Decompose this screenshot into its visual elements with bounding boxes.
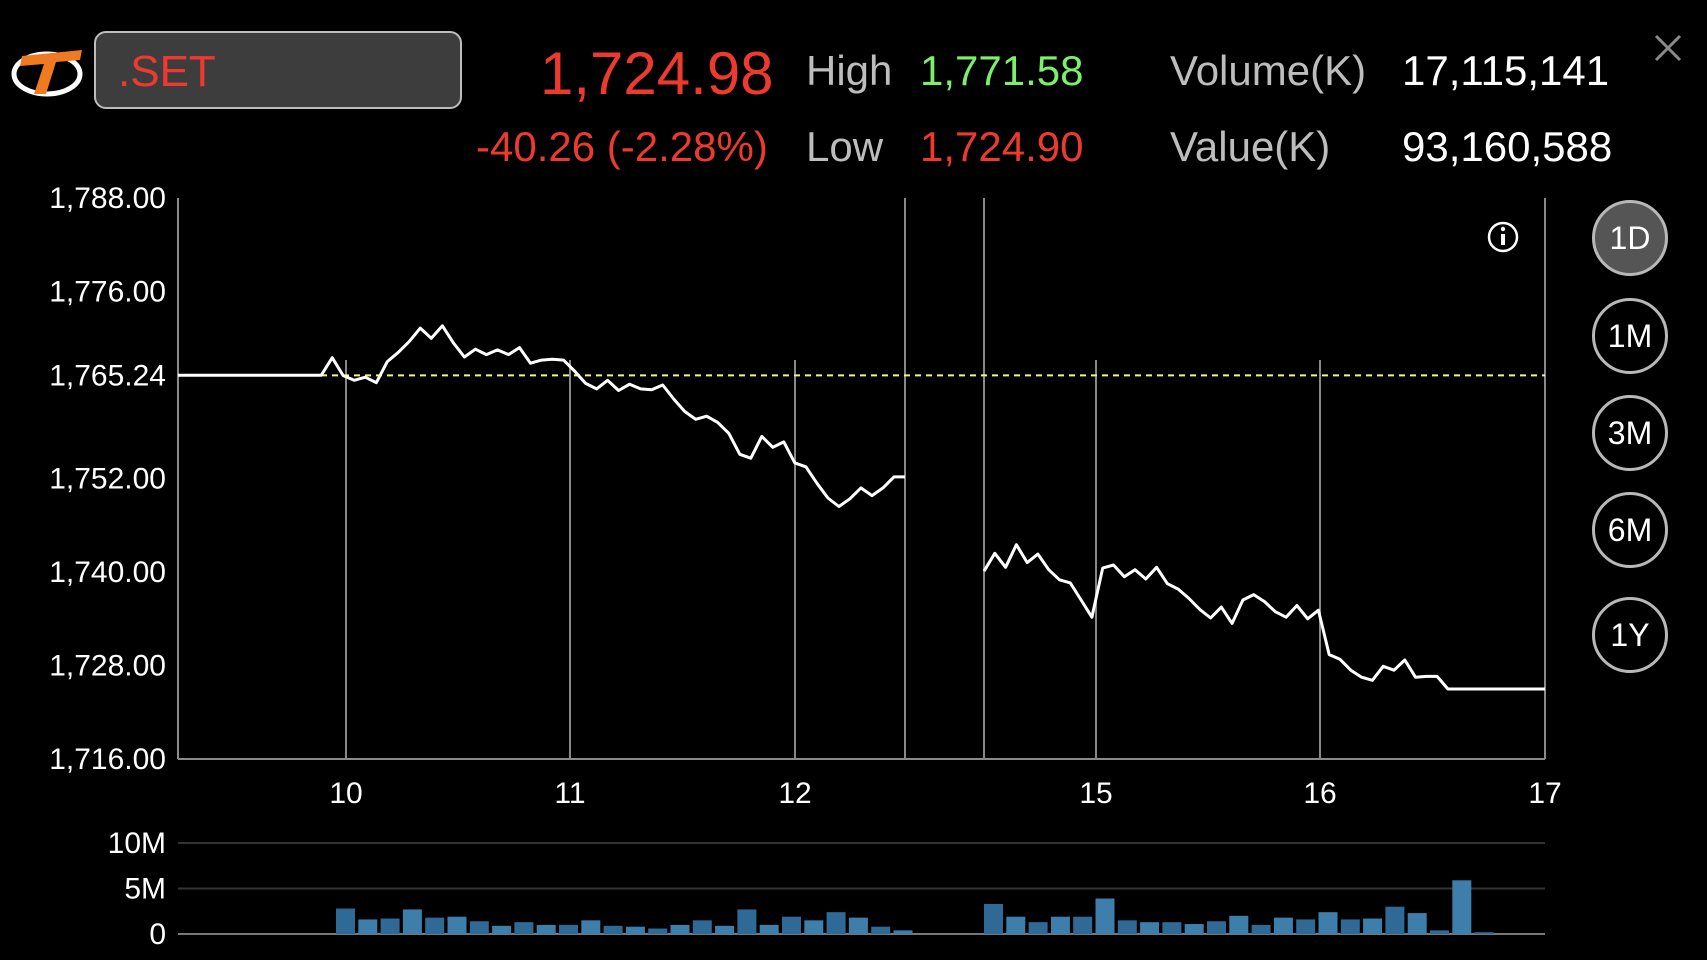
volume-bar — [425, 917, 445, 934]
volume-bar — [737, 909, 757, 934]
range-button-3m[interactable]: 3M — [1592, 395, 1668, 471]
volume-bar — [1407, 913, 1427, 934]
volume-bar — [358, 919, 378, 934]
volume-bar — [1318, 912, 1338, 934]
volume-bar — [336, 908, 355, 934]
volume-bar — [1452, 880, 1472, 934]
range-label: 6M — [1607, 511, 1653, 548]
volume-label: Volume(K) — [1170, 47, 1367, 94]
volume-bar — [692, 920, 712, 934]
high-label: High — [806, 47, 893, 94]
volume-bar — [648, 928, 668, 934]
low-value: 1,724.90 — [920, 123, 1084, 170]
volume-bar — [1184, 923, 1204, 934]
volume-value: 17,115,141 — [1402, 47, 1610, 94]
symbol-input[interactable]: .SET — [94, 31, 462, 109]
volume-bar — [1474, 932, 1494, 934]
range-label: 1D — [1609, 219, 1651, 256]
volume-bar — [1229, 915, 1249, 934]
volume-bar — [1095, 898, 1115, 934]
volume-tick-label: 10M — [108, 827, 166, 860]
range-button-1m[interactable]: 1M — [1592, 298, 1668, 374]
volume-bar — [559, 924, 578, 934]
volume-bar — [1207, 921, 1226, 934]
volume-bar — [447, 916, 467, 934]
x-tick-label: 11 — [554, 777, 585, 810]
volume-bar — [1073, 916, 1093, 934]
volume-bar — [1117, 920, 1137, 934]
low-label: Low — [806, 123, 884, 170]
volume-bar — [1251, 924, 1271, 934]
x-tick-label: 10 — [329, 777, 362, 810]
symbol-text: .SET — [118, 47, 216, 96]
y-tick-label: 1,752.00 — [49, 463, 166, 496]
volume-bar — [536, 924, 556, 934]
volume-bar — [715, 925, 735, 934]
range-label: 1Y — [1610, 616, 1650, 653]
last-price: 1,724.98 — [540, 40, 774, 107]
x-tick-label: 17 — [1528, 777, 1561, 810]
volume-bar — [380, 918, 400, 934]
volume-bar — [1162, 922, 1182, 934]
high-value: 1,771.58 — [920, 47, 1084, 94]
volume-bar — [1430, 930, 1449, 934]
volume-bar — [581, 920, 601, 934]
range-label: 1M — [1607, 317, 1653, 354]
volume-bar — [1385, 906, 1405, 934]
volume-bar — [1050, 916, 1070, 934]
range-button-1y[interactable]: 1Y — [1592, 597, 1668, 673]
range-button-6m[interactable]: 6M — [1592, 492, 1668, 568]
x-tick-label: 12 — [778, 777, 811, 810]
volume-bar — [1140, 922, 1160, 934]
x-tick-label: 16 — [1303, 777, 1336, 810]
range-label: 3M — [1607, 414, 1653, 451]
volume-bar — [893, 930, 913, 934]
y-tick-label: 1,765.24 — [49, 359, 166, 392]
value-value: 93,160,588 — [1402, 123, 1613, 170]
volume-bar — [984, 903, 1003, 934]
volume-bar — [603, 925, 623, 934]
brand-logo — [11, 50, 83, 97]
y-tick-label: 1,788.00 — [49, 182, 166, 215]
value-label: Value(K) — [1170, 123, 1331, 170]
volume-bar — [1363, 918, 1383, 934]
y-tick-label: 1,728.00 — [49, 650, 166, 683]
volume-bar — [871, 926, 891, 934]
volume-bar — [492, 925, 512, 934]
y-tick-label: 1,716.00 — [49, 743, 166, 776]
volume-bar — [759, 924, 779, 934]
price-line — [178, 324, 905, 508]
volume-bar — [782, 916, 801, 934]
range-button-1d[interactable]: 1D — [1592, 200, 1668, 276]
volume-bar — [469, 921, 489, 934]
volume-bar — [1296, 919, 1316, 934]
volume-bar — [514, 922, 534, 934]
x-tick-label: 15 — [1079, 777, 1112, 810]
volume-bar — [1006, 916, 1026, 934]
close-icon[interactable] — [1648, 28, 1688, 68]
volume-bar — [826, 912, 846, 934]
volume-bar — [1340, 919, 1360, 934]
volume-bar — [670, 924, 690, 934]
price-line — [982, 543, 1545, 691]
volume-bar — [1028, 922, 1048, 934]
volume-tick-label: 5M — [124, 873, 166, 906]
y-tick-label: 1,740.00 — [49, 556, 166, 589]
volume-bar — [402, 909, 422, 934]
volume-bar — [1273, 917, 1293, 934]
volume-bar — [848, 917, 868, 934]
volume-bar — [804, 920, 824, 934]
y-tick-label: 1,776.00 — [49, 276, 166, 309]
info-icon[interactable] — [1487, 221, 1519, 253]
price-change: -40.26 (-2.28%) — [476, 123, 768, 170]
volume-tick-label: 0 — [149, 918, 166, 951]
volume-bar — [625, 926, 645, 934]
